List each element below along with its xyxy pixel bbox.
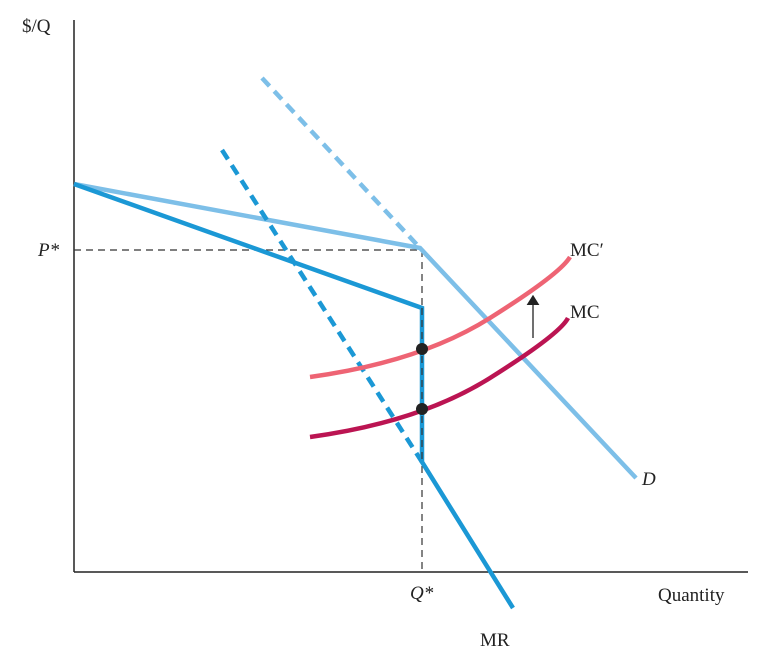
- marginal-cost-label: MC: [570, 302, 600, 323]
- quantity-marker-label: Q*: [410, 583, 434, 604]
- x-axis-label: Quantity: [658, 585, 725, 606]
- price-marker-label: P*: [37, 240, 60, 261]
- demand-curve: [73, 181, 638, 480]
- marginal-revenue-label: MR: [480, 630, 510, 651]
- equilibrium-point-mc-shifted: [416, 343, 428, 355]
- marginal-cost-curve: [309, 316, 571, 440]
- marginal-revenue-curve: [73, 181, 515, 610]
- demand-label: D: [641, 469, 656, 490]
- marginal-cost-shifted-label: MC′: [570, 240, 604, 261]
- demand-extension-dashed: [260, 76, 422, 250]
- equilibrium-point-mc: [416, 403, 428, 415]
- y-axis-label: $/Q: [22, 16, 51, 37]
- marginal-cost-shifted-curve: [309, 255, 572, 380]
- mr-extension-dashed: [220, 148, 424, 464]
